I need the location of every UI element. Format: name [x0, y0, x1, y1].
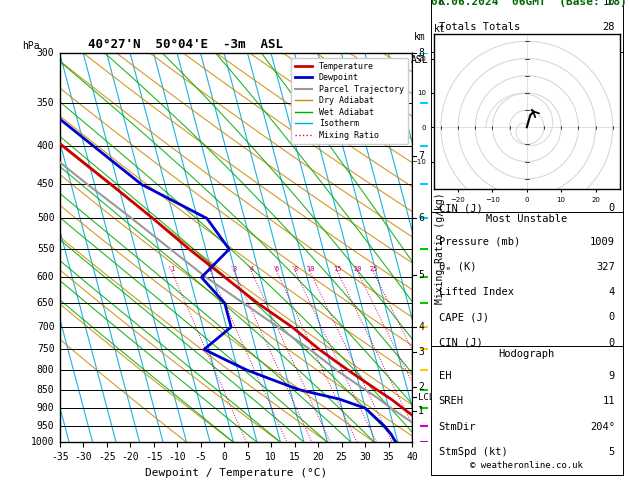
- X-axis label: Dewpoint / Temperature (°C): Dewpoint / Temperature (°C): [145, 468, 327, 478]
- Text: 950: 950: [37, 421, 55, 431]
- Text: Totals Totals: Totals Totals: [438, 22, 520, 32]
- Text: Lifted Index: Lifted Index: [438, 153, 513, 163]
- Text: 1: 1: [418, 406, 424, 416]
- Text: 3: 3: [232, 266, 237, 272]
- Text: SREH: SREH: [438, 397, 464, 406]
- Text: LCL: LCL: [418, 393, 435, 402]
- Text: 800: 800: [37, 365, 55, 375]
- Text: 4: 4: [250, 266, 253, 272]
- Text: θₑ(K): θₑ(K): [438, 127, 470, 138]
- Legend: Temperature, Dewpoint, Parcel Trajectory, Dry Adiabat, Wet Adiabat, Isotherm, Mi: Temperature, Dewpoint, Parcel Trajectory…: [291, 58, 408, 144]
- Text: hPa: hPa: [22, 41, 40, 51]
- Text: Most Unstable: Most Unstable: [486, 214, 567, 225]
- Text: 0: 0: [609, 203, 615, 213]
- Text: StmSpd (kt): StmSpd (kt): [438, 447, 508, 457]
- Text: 1.52: 1.52: [590, 47, 615, 57]
- Text: EH: EH: [438, 371, 451, 381]
- Text: 7: 7: [418, 151, 424, 161]
- Bar: [431, 346, 623, 475]
- Text: 750: 750: [37, 345, 55, 354]
- Text: 14.7: 14.7: [590, 102, 615, 112]
- Text: 900: 900: [37, 403, 55, 413]
- Text: 550: 550: [37, 244, 55, 254]
- Bar: [431, 0, 623, 71]
- Text: 1009: 1009: [590, 237, 615, 247]
- Text: 500: 500: [37, 213, 55, 224]
- Text: 11: 11: [603, 397, 615, 406]
- Text: 204°: 204°: [590, 421, 615, 432]
- Text: 850: 850: [37, 385, 55, 395]
- Text: 6: 6: [275, 266, 279, 272]
- Text: CAPE (J): CAPE (J): [438, 312, 489, 322]
- Text: 2: 2: [418, 382, 424, 392]
- Text: ASL: ASL: [411, 55, 429, 66]
- Text: 8: 8: [418, 49, 424, 58]
- Text: 4: 4: [609, 287, 615, 297]
- Text: 5: 5: [418, 270, 424, 280]
- Text: StmDir: StmDir: [438, 421, 476, 432]
- Bar: [431, 211, 623, 365]
- Text: CIN (J): CIN (J): [438, 203, 482, 213]
- Text: 400: 400: [37, 141, 55, 151]
- Text: 10: 10: [306, 266, 314, 272]
- Text: 24.5: 24.5: [590, 77, 615, 87]
- Text: 28: 28: [603, 22, 615, 32]
- Text: 5: 5: [609, 447, 615, 457]
- Text: 327: 327: [596, 127, 615, 138]
- Text: 700: 700: [37, 322, 55, 332]
- Text: PW (cm): PW (cm): [438, 47, 482, 57]
- Text: 9: 9: [609, 371, 615, 381]
- Text: © weatheronline.co.uk: © weatheronline.co.uk: [470, 461, 583, 470]
- Text: 2: 2: [208, 266, 213, 272]
- Text: Pressure (mb): Pressure (mb): [438, 237, 520, 247]
- Text: 327: 327: [596, 262, 615, 272]
- Text: Mixing Ratio (g/kg): Mixing Ratio (g/kg): [435, 192, 445, 304]
- Bar: [431, 52, 623, 231]
- Text: CAPE (J): CAPE (J): [438, 178, 489, 188]
- Text: 450: 450: [37, 179, 55, 190]
- Text: Temp (°C): Temp (°C): [438, 77, 495, 87]
- Text: Hodograph: Hodograph: [499, 349, 555, 359]
- Text: 1000: 1000: [31, 437, 55, 447]
- Text: 15: 15: [333, 266, 342, 272]
- Text: 08.06.2024  06GMT  (Base: 18): 08.06.2024 06GMT (Base: 18): [431, 0, 626, 7]
- Text: 600: 600: [37, 272, 55, 282]
- Text: 8: 8: [293, 266, 298, 272]
- Text: km: km: [414, 32, 426, 42]
- Text: Surface: Surface: [505, 55, 548, 65]
- Text: 25: 25: [369, 266, 377, 272]
- Text: 300: 300: [37, 49, 55, 58]
- Text: θₑ (K): θₑ (K): [438, 262, 476, 272]
- Text: 0: 0: [609, 312, 615, 322]
- Text: K: K: [438, 0, 445, 7]
- Text: 40°27'N  50°04'E  -3m  ASL: 40°27'N 50°04'E -3m ASL: [88, 38, 283, 51]
- Text: 650: 650: [37, 298, 55, 308]
- Text: 20: 20: [353, 266, 362, 272]
- Text: 0: 0: [609, 337, 615, 347]
- Text: 350: 350: [37, 98, 55, 108]
- Text: kt: kt: [434, 24, 446, 34]
- Text: 4: 4: [609, 153, 615, 163]
- Text: 1: 1: [170, 266, 174, 272]
- Text: Lifted Index: Lifted Index: [438, 287, 513, 297]
- Text: 0: 0: [609, 178, 615, 188]
- Text: 6: 6: [418, 213, 424, 224]
- Text: 4: 4: [418, 322, 424, 332]
- Text: Dewp (°C): Dewp (°C): [438, 102, 495, 112]
- Text: 10: 10: [603, 0, 615, 7]
- Text: CIN (J): CIN (J): [438, 337, 482, 347]
- Text: 3: 3: [418, 347, 424, 357]
